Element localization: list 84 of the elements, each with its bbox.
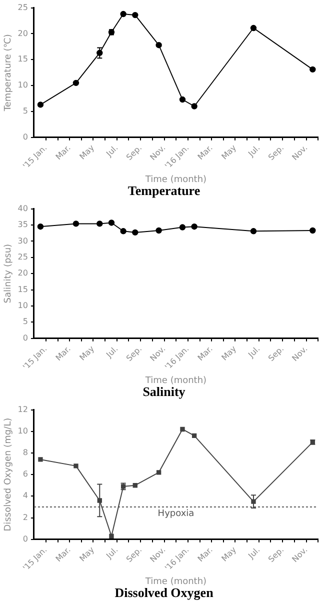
x-tick-label: Jul.	[104, 344, 120, 360]
ref-line-label: Hypoxia	[158, 508, 194, 519]
point	[251, 499, 256, 504]
x-tick-label: Mar.	[54, 143, 72, 162]
y-tick-label: 30	[18, 236, 28, 246]
y-tick-label: 35	[18, 220, 28, 230]
point	[191, 224, 198, 230]
point	[179, 96, 186, 103]
point	[109, 534, 114, 538]
y-tick-label: 0	[22, 534, 28, 544]
y-tick-label: 25	[18, 2, 28, 12]
y-tick-label: 15	[18, 54, 28, 64]
point	[192, 433, 197, 438]
x-tick-label: Jul.	[246, 143, 262, 159]
point	[310, 66, 316, 73]
point	[132, 229, 138, 236]
point	[132, 483, 138, 488]
y-tick-label: 5	[22, 317, 28, 326]
y-tick-label: 40	[18, 204, 28, 213]
x-tick-label: Mar.	[196, 143, 214, 162]
x-tick-label: Sep.	[124, 545, 144, 564]
x-tick-label: Jul.	[246, 545, 262, 561]
text: Temperature	[126, 183, 200, 199]
point	[180, 426, 185, 432]
y-tick-label: 0	[22, 333, 28, 342]
y-tick-label: 15	[18, 284, 28, 294]
point	[72, 80, 80, 86]
x-tick-label: Jul.	[104, 143, 120, 159]
x-tick-label: Sep.	[266, 545, 286, 564]
y-tick-label: 0	[22, 132, 28, 142]
point	[179, 224, 186, 230]
point	[156, 42, 162, 48]
point	[250, 228, 257, 234]
x-tick-label: Mar.	[196, 344, 214, 363]
x-tick-label: Nov.	[290, 344, 310, 364]
point	[38, 457, 43, 462]
x-axis-title: Time (month)	[144, 376, 207, 386]
x-tick-label: Sep.	[266, 344, 286, 364]
x-tick-label: '15 Jan.	[21, 143, 49, 171]
x-axis-title: Time (month)	[144, 174, 207, 185]
y-tick-label: 10	[18, 80, 28, 90]
y-tick-label: 10	[18, 301, 28, 310]
y-tick-label: 8	[22, 448, 28, 458]
y-axis-title: Dissolved Oxygen (mg/L)	[4, 418, 14, 532]
point	[96, 220, 103, 227]
point	[72, 220, 80, 227]
y-axis-title: Temperature (℃)	[4, 34, 14, 112]
y-tick-label: 20	[18, 28, 28, 38]
point	[120, 10, 126, 18]
x-tick-label: '15 Jan.	[21, 344, 49, 372]
y-tick-label: 25	[18, 252, 28, 262]
x-tick-label: Nov.	[290, 545, 310, 564]
point	[156, 470, 162, 475]
y-tick-label: 4	[22, 491, 28, 500]
point	[310, 227, 316, 234]
text: Dissolved Oxygen	[114, 585, 214, 601]
x-tick-label: Sep.	[266, 143, 286, 162]
point	[132, 12, 138, 18]
x-tick-label: Jul.	[246, 344, 262, 360]
point	[120, 228, 126, 234]
point	[37, 102, 44, 108]
x-tick-label: Sep.	[124, 344, 144, 364]
point	[156, 227, 162, 234]
x-tick-label: Mar.	[196, 545, 214, 564]
x-tick-label: Mar.	[54, 545, 72, 564]
y-tick-label: 20	[18, 268, 28, 278]
y-tick-label: 6	[22, 470, 28, 479]
y-tick-label: 2	[22, 512, 28, 522]
x-tick-label: Nov.	[290, 143, 310, 162]
y-axis-title: Salinity (psu)	[4, 244, 14, 304]
point	[191, 103, 198, 110]
point	[74, 464, 78, 468]
x-tick-label: Mar.	[54, 344, 72, 363]
x-tick-label: Sep.	[124, 143, 144, 162]
point	[250, 24, 257, 32]
x-axis-title: Time (month)	[144, 576, 207, 587]
x-tick-label: '15 Jan.	[21, 545, 49, 573]
text: Salinity	[142, 384, 186, 400]
point	[37, 224, 44, 230]
y-tick-label: 5	[22, 106, 28, 116]
point	[108, 220, 115, 226]
y-tick-label: 12	[18, 404, 28, 414]
x-tick-label: Jul.	[104, 545, 120, 561]
y-tick-label: 10	[18, 426, 28, 436]
